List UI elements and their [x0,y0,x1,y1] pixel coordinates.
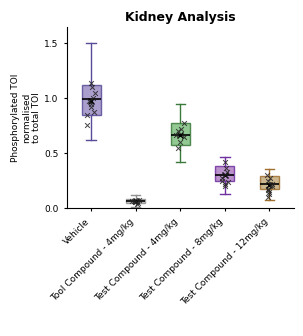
Point [266,186,271,191]
Point [87,98,92,103]
Point [269,181,274,187]
Point [270,184,275,189]
Point [93,90,98,95]
Point [88,104,93,110]
Point [85,122,90,127]
Point [182,134,187,139]
Point [224,165,229,170]
Point [85,112,90,118]
Y-axis label: Phosphorylated TOI
normalised
to total TOI: Phosphorylated TOI normalised to total T… [12,73,41,162]
Point [222,181,227,187]
Point [175,145,180,151]
Title: Kidney Analysis: Kidney Analysis [125,11,236,24]
Point [226,179,231,184]
Point [174,132,178,137]
Point [265,173,270,178]
Point [223,184,228,189]
Point [267,191,271,197]
Point [268,175,272,180]
Point [175,129,180,134]
Point [265,178,270,183]
Point [267,189,271,195]
Point [91,109,96,114]
Point [266,187,271,192]
PathPatch shape [171,123,190,144]
PathPatch shape [260,176,279,189]
Point [132,199,137,204]
Point [135,201,140,207]
Point [223,173,228,178]
Point [136,200,141,206]
Point [137,197,142,202]
Point [89,101,94,107]
Point [179,126,184,132]
Point [89,85,94,90]
Point [225,169,229,175]
Point [91,96,95,101]
Point [266,195,271,200]
Point [89,80,94,86]
Point [129,199,134,204]
Point [132,198,136,203]
Point [182,120,187,125]
Point [222,160,227,165]
Point [220,178,225,183]
PathPatch shape [126,199,145,203]
PathPatch shape [215,166,234,181]
PathPatch shape [82,85,101,115]
Point [219,175,224,180]
Point [178,140,182,145]
